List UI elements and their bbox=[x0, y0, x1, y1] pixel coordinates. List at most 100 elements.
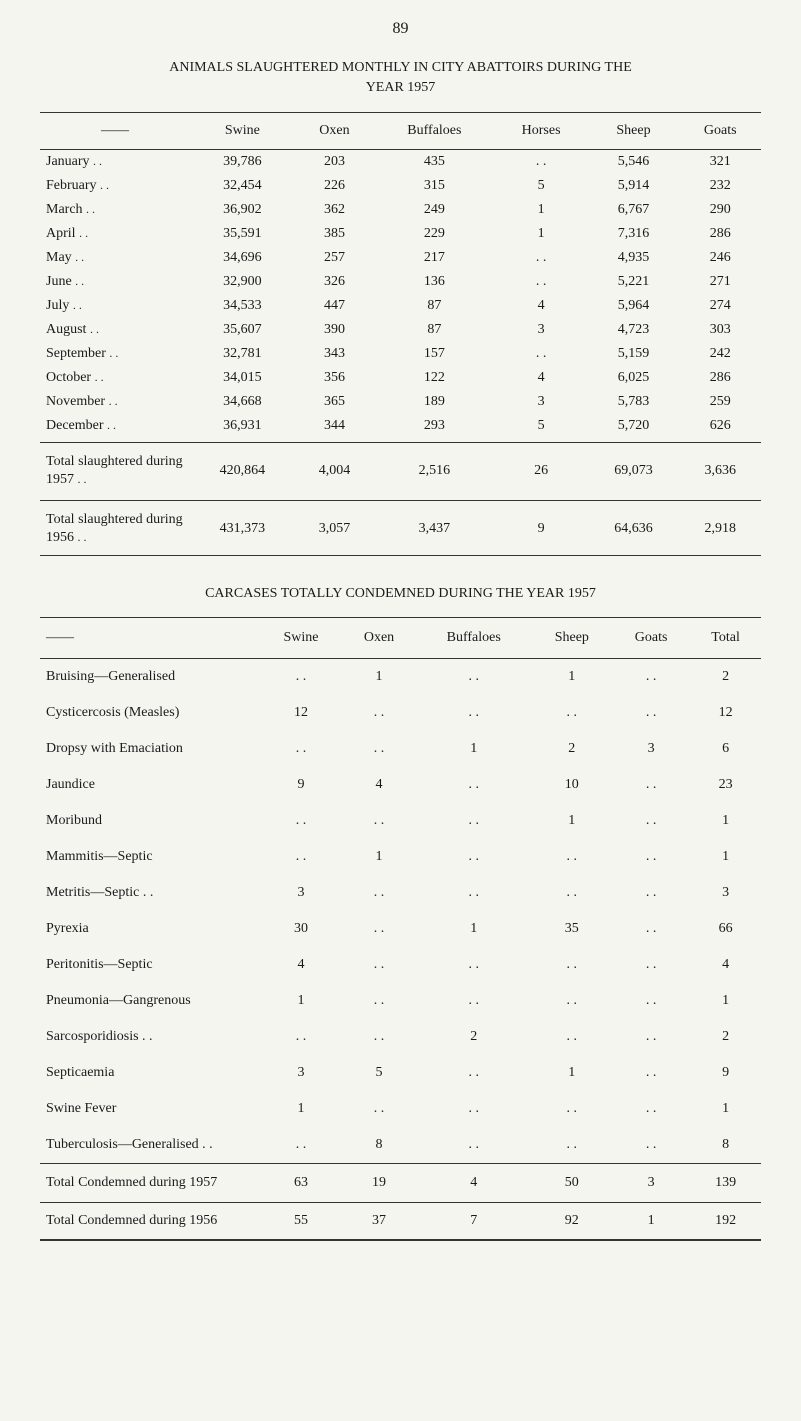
table1-body: January . .39,786203435. .5,546321Februa… bbox=[40, 150, 761, 443]
cell: 4 bbox=[416, 1163, 532, 1202]
condition-label: Mammitis—Septic bbox=[40, 839, 260, 875]
cell: . . bbox=[495, 246, 588, 270]
cell: 2,516 bbox=[374, 443, 495, 500]
cell: . . bbox=[342, 983, 416, 1019]
cell: . . bbox=[342, 731, 416, 767]
table-row: May . .34,696257217. .4,935246 bbox=[40, 246, 761, 270]
cell: . . bbox=[531, 695, 612, 731]
cell: . . bbox=[531, 1019, 612, 1055]
cell: 321 bbox=[680, 150, 761, 175]
cell: 1 bbox=[416, 731, 532, 767]
dash-header: —— bbox=[40, 113, 190, 150]
cell: . . bbox=[342, 947, 416, 983]
cell: 6 bbox=[690, 731, 761, 767]
cell: . . bbox=[260, 658, 342, 695]
cell: . . bbox=[531, 875, 612, 911]
table1-title: ANIMALS SLAUGHTERED MONTHLY IN CITY ABAT… bbox=[40, 58, 761, 97]
month-label: June . . bbox=[40, 270, 190, 294]
cell: 290 bbox=[680, 198, 761, 222]
cell: . . bbox=[342, 695, 416, 731]
cell: 55 bbox=[260, 1203, 342, 1241]
month-label: January . . bbox=[40, 150, 190, 175]
cell: . . bbox=[260, 803, 342, 839]
cell: 32,900 bbox=[190, 270, 295, 294]
condition-label: Moribund bbox=[40, 803, 260, 839]
cell: 1 bbox=[612, 1203, 690, 1241]
cell: 226 bbox=[295, 174, 374, 198]
page-number: 89 bbox=[40, 20, 761, 38]
cell: 4 bbox=[690, 947, 761, 983]
cell: 6,767 bbox=[587, 198, 679, 222]
cell: 5,159 bbox=[587, 342, 679, 366]
dash-header: —— bbox=[40, 617, 260, 658]
month-label: September . . bbox=[40, 342, 190, 366]
cell: 3 bbox=[612, 731, 690, 767]
table-row: November . .34,66836518935,783259 bbox=[40, 390, 761, 414]
cell: 4,723 bbox=[587, 318, 679, 342]
col-buffaloes: Buffaloes bbox=[416, 617, 532, 658]
cell: 9 bbox=[260, 767, 342, 803]
col-buffaloes: Buffaloes bbox=[374, 113, 495, 150]
condemned-1957-label: Total Condemned during 1957 bbox=[40, 1163, 260, 1202]
condition-label: Septicaemia bbox=[40, 1055, 260, 1091]
cell: 390 bbox=[295, 318, 374, 342]
cell: . . bbox=[531, 983, 612, 1019]
cell: . . bbox=[531, 839, 612, 875]
cell: 2,918 bbox=[680, 500, 761, 555]
cell: 271 bbox=[680, 270, 761, 294]
table-row: October . .34,01535612246,025286 bbox=[40, 366, 761, 390]
table-row: Moribund. .. .. .1. .1 bbox=[40, 803, 761, 839]
col-horses: Horses bbox=[495, 113, 588, 150]
month-label: March . . bbox=[40, 198, 190, 222]
cell: 447 bbox=[295, 294, 374, 318]
cell: . . bbox=[612, 1127, 690, 1164]
table-row: March . .36,90236224916,767290 bbox=[40, 198, 761, 222]
total-1956-row: Total slaughtered during 1956 . . 431,37… bbox=[40, 500, 761, 555]
cell: . . bbox=[416, 1127, 532, 1164]
cell: 69,073 bbox=[587, 443, 679, 500]
cell: 32,454 bbox=[190, 174, 295, 198]
cell: 356 bbox=[295, 366, 374, 390]
cell: 3 bbox=[260, 875, 342, 911]
cell: . . bbox=[260, 1127, 342, 1164]
cell: 217 bbox=[374, 246, 495, 270]
cell: 6,025 bbox=[587, 366, 679, 390]
table-row: Peritonitis—Septic4. .. .. .. .4 bbox=[40, 947, 761, 983]
cell: 3,057 bbox=[295, 500, 374, 555]
cell: . . bbox=[342, 875, 416, 911]
cell: 1 bbox=[416, 911, 532, 947]
cell: 4 bbox=[342, 767, 416, 803]
cell: 35,591 bbox=[190, 222, 295, 246]
total-1957-label: Total slaughtered during 1957 . . bbox=[40, 443, 190, 500]
cell: . . bbox=[612, 767, 690, 803]
cell: . . bbox=[612, 1091, 690, 1127]
cell: 5,221 bbox=[587, 270, 679, 294]
cell: 35,607 bbox=[190, 318, 295, 342]
month-label: May . . bbox=[40, 246, 190, 270]
cell: 1 bbox=[342, 839, 416, 875]
cell: 431,373 bbox=[190, 500, 295, 555]
table-row: September . .32,781343157. .5,159242 bbox=[40, 342, 761, 366]
cell: 32,781 bbox=[190, 342, 295, 366]
cell: 3 bbox=[260, 1055, 342, 1091]
condition-label: Sarcosporidiosis . . bbox=[40, 1019, 260, 1055]
cell: 157 bbox=[374, 342, 495, 366]
condition-label: Tuberculosis—Generalised . . bbox=[40, 1127, 260, 1164]
cell: . . bbox=[416, 947, 532, 983]
condition-label: Metritis—Septic . . bbox=[40, 875, 260, 911]
condition-label: Pneumonia—Gangrenous bbox=[40, 983, 260, 1019]
table-row: January . .39,786203435. .5,546321 bbox=[40, 150, 761, 175]
cell: . . bbox=[416, 839, 532, 875]
cell: 4 bbox=[495, 294, 588, 318]
cell: . . bbox=[260, 839, 342, 875]
col-total: Total bbox=[690, 617, 761, 658]
cell: . . bbox=[260, 1019, 342, 1055]
cell: . . bbox=[342, 911, 416, 947]
table-row: Pneumonia—Gangrenous1. .. .. .. .1 bbox=[40, 983, 761, 1019]
cell: 3 bbox=[690, 875, 761, 911]
cell: 9 bbox=[690, 1055, 761, 1091]
cell: 5,720 bbox=[587, 414, 679, 443]
cell: 343 bbox=[295, 342, 374, 366]
table2-body: Bruising—Generalised. .1. .1. .2Cysticer… bbox=[40, 658, 761, 1163]
cell: . . bbox=[495, 342, 588, 366]
